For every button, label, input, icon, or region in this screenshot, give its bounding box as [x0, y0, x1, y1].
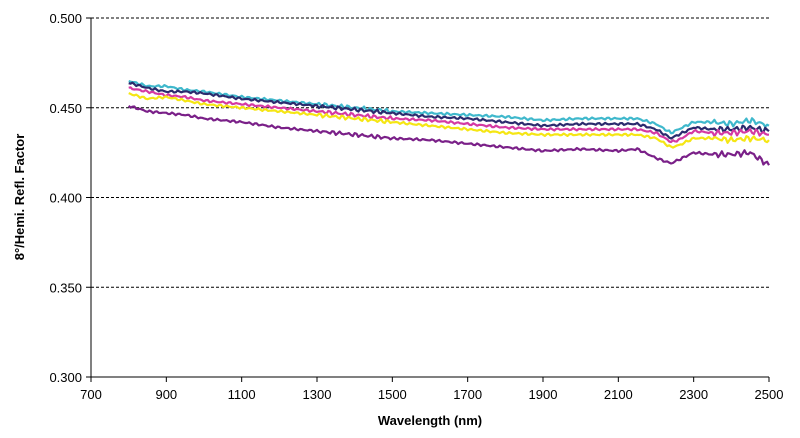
y-ticks: 0.300 0.350 0.400 0.450 0.500	[49, 11, 91, 385]
series-line-yellow	[128, 92, 770, 149]
x-tick-label: 2500	[755, 387, 784, 402]
y-axis-title: 8°/Hemi. Refl. Factor	[12, 134, 27, 261]
x-tick-label: 1500	[378, 387, 407, 402]
y-tick-label: 0.450	[49, 101, 82, 116]
x-tick-label: 1100	[228, 387, 256, 402]
series-line-purple	[127, 105, 770, 166]
x-tick-label: 900	[155, 387, 177, 402]
series-line-cyan	[128, 80, 770, 135]
y-tick-label: 0.350	[49, 280, 82, 295]
series-line-magenta	[128, 86, 770, 144]
x-tick-label: 2300	[679, 387, 708, 402]
x-tick-label: 2100	[604, 387, 633, 402]
x-tick-label: 1300	[303, 387, 332, 402]
x-tick-label: 1900	[529, 387, 558, 402]
y-tick-label: 0.500	[49, 11, 82, 26]
x-tick-label: 700	[80, 387, 102, 402]
x-tick-label: 1700	[453, 387, 482, 402]
grid-lines	[91, 17, 769, 288]
series-group	[127, 80, 770, 166]
y-tick-label: 0.300	[49, 370, 82, 385]
x-axis-title: Wavelength (nm)	[378, 413, 482, 428]
series-line-navy	[128, 81, 770, 140]
x-ticks: 700 900 1100 1300 1500 1700 1900 2100 2300 2500	[80, 377, 783, 402]
y-tick-label: 0.400	[49, 191, 82, 206]
